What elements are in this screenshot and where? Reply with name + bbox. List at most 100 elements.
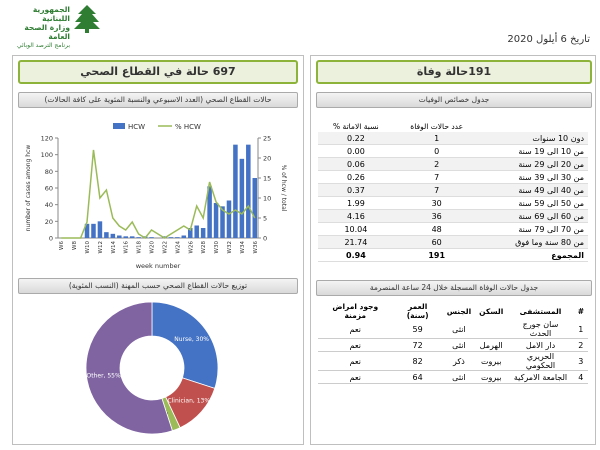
bar: [149, 237, 154, 238]
x-tick-label: W12: [98, 241, 104, 253]
deaths-table: عدد حالات الوفاة نسبة الاماتة % دون 10 سن…: [318, 120, 588, 262]
row: من 60 الى 69 سنة 36 4.16: [318, 209, 588, 223]
cell: سان جورج الحدث: [507, 320, 574, 339]
x-tick-label: W14: [111, 241, 117, 254]
cell: 1.99: [318, 196, 394, 210]
cell: 0.37: [318, 183, 394, 197]
cell: الهرمل: [475, 338, 508, 352]
cell: من 40 الى 49 سنة: [479, 183, 588, 197]
program: برنامج الترصد الوبائي: [16, 42, 70, 49]
bar: [239, 158, 245, 238]
cell: من 30 الى 39 سنة: [479, 170, 588, 184]
recent-deaths-table: # المستشفى السكن الجنس العمر (سنة) وجود امراض…: [318, 302, 588, 384]
row: من 80 سنة وما فوق 60 21.74: [318, 235, 588, 249]
bar: [175, 237, 180, 238]
cell: من 80 سنة وما فوق: [479, 235, 588, 249]
bar: [123, 236, 128, 238]
cell: من 70 الى 79 سنة: [479, 222, 588, 236]
row: من 40 الى 49 سنة 7 0.37: [318, 183, 588, 197]
cell: دار الامل: [507, 338, 574, 352]
cell: 0.00: [318, 144, 394, 158]
header: السكن: [479, 306, 504, 316]
slice: [85, 301, 173, 435]
bar: [117, 235, 122, 238]
row: من 70 الى 79 سنة 48 10.04: [318, 222, 588, 236]
bar: [181, 235, 187, 238]
cell: 82: [392, 351, 443, 371]
header: وجود امراض مزمنة: [332, 302, 379, 320]
cell: انثى: [442, 320, 476, 339]
cell: 10.04: [318, 222, 394, 236]
y2-tick-label: 25: [263, 135, 271, 143]
slice-label: Nurse, 30%: [174, 336, 209, 343]
subheader: توزيع حالات القطاع الصحي حسب المهنة (الن…: [18, 278, 298, 294]
y-tick-label: 120: [41, 135, 53, 143]
cell: 2: [573, 338, 588, 352]
x-axis-label: week number: [136, 262, 181, 270]
slice-label: Other, 55%: [87, 373, 121, 380]
x-tick-label: W28: [201, 241, 207, 254]
republic: الجمهورية اللبنانية: [32, 5, 70, 23]
bar: [188, 228, 193, 238]
bar: [200, 228, 206, 238]
x-tick-label: W22: [162, 241, 168, 253]
y2-tick-label: 10: [263, 195, 271, 203]
bar: [207, 186, 212, 238]
cell: 1: [393, 132, 480, 145]
cell: من 20 الى 29 سنة: [479, 157, 588, 171]
date: تاريخ 6 أيلول 2020: [507, 34, 590, 45]
bar: [97, 221, 103, 238]
cell: 7: [393, 170, 480, 184]
header: #: [577, 306, 584, 316]
blank: [480, 120, 588, 132]
cell: 0.94: [318, 248, 394, 262]
ministry: وزارة الصحة العامة: [24, 23, 70, 41]
y-tick-label: 80: [45, 168, 53, 176]
bar: [110, 233, 116, 238]
bar: [213, 203, 219, 238]
y-tick-label: 60: [45, 185, 53, 193]
cell: 60: [393, 235, 480, 249]
row: من 10 الى 19 سنة 0 0.00: [318, 144, 588, 158]
cell: 0.06: [318, 157, 394, 171]
cell: من 60 الى 69 سنة: [479, 209, 588, 223]
cell: الحريري الحكومي: [507, 351, 574, 371]
row: 1 سان جورج الحدث انثى 59 نعم: [318, 320, 588, 339]
x-tick-label: W24: [175, 241, 181, 254]
line: [61, 149, 256, 239]
y-tick-label: 100: [41, 151, 53, 159]
row: من 30 الى 39 سنة 7 0.26: [318, 170, 588, 184]
x-tick-label: W18: [137, 241, 143, 254]
cell: نعم: [318, 338, 393, 352]
bar: [129, 236, 135, 238]
right-panel: [310, 55, 596, 445]
row: المجموع 191 0.94: [318, 248, 588, 262]
cell: 191: [393, 248, 480, 262]
left-panel: [12, 55, 304, 445]
cell: 7: [393, 183, 480, 197]
x-tick-label: W6: [59, 240, 65, 249]
banner: 697 حالة في القطاع الصحي: [18, 60, 298, 84]
cell: المجموع: [479, 248, 588, 262]
header: عدد حالات الوفاة: [410, 121, 464, 131]
slice: [151, 301, 219, 389]
row: من 50 الى 59 سنة 30 1.99: [318, 196, 588, 210]
y2-tick-label: 15: [263, 175, 271, 183]
y-tick-label: 20: [45, 218, 53, 226]
header: المستشفى: [519, 306, 562, 316]
y2-tick-label: 20: [263, 155, 271, 163]
cell: 64: [392, 370, 443, 384]
cell: 72: [392, 338, 443, 352]
bar: [91, 223, 96, 238]
cell: نعم: [318, 320, 393, 339]
x-tick-label: W30: [214, 241, 220, 254]
y2-tick-label: 5: [263, 215, 267, 223]
cell: نعم: [318, 370, 393, 384]
subheader: جدول حالات الوفاة المسجلة خلال 24 ساعة ا…: [316, 280, 592, 296]
profession-chart: Nurse, 30%Clinician, 13%Laboratory,Other…: [85, 301, 219, 435]
cell: 36: [393, 209, 480, 223]
y-tick-label: 0: [49, 235, 53, 243]
cell: 0.26: [318, 170, 394, 184]
bar: [104, 232, 109, 238]
